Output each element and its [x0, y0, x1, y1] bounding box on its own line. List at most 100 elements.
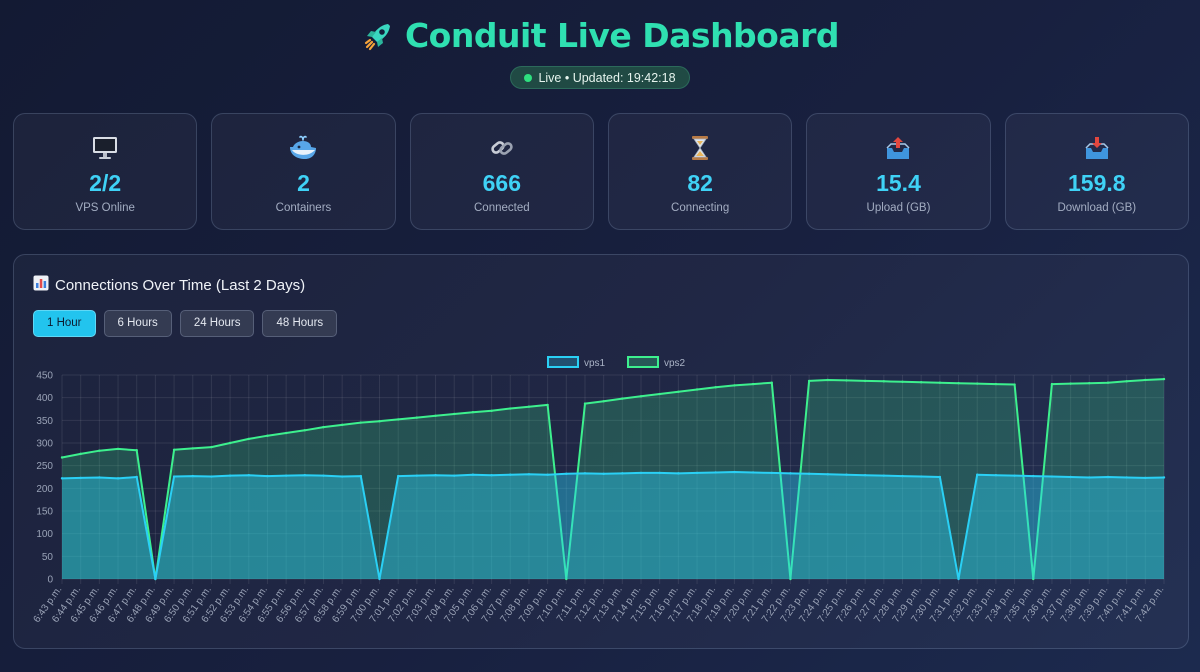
- vps2-point: [210, 445, 213, 449]
- bar-chart-icon: [33, 275, 49, 295]
- stat-card-upload: 15.4 Upload (GB): [806, 113, 991, 230]
- vps1-point: [415, 474, 419, 477]
- vps1-point: [154, 577, 157, 581]
- vps1-point: [116, 477, 120, 480]
- monitor-icon: [14, 135, 196, 161]
- vps1-point: [1106, 475, 1110, 479]
- vps2-point: [1125, 380, 1128, 383]
- vps2-point: [714, 386, 717, 389]
- vps1-line: [61, 471, 1165, 580]
- header: Conduit Live Dashboard: [0, 16, 1200, 58]
- stat-card-connecting: 82 Connecting: [607, 113, 793, 230]
- outbox-tray-icon: [807, 135, 989, 161]
- vps1-point: [247, 473, 250, 477]
- vps2-point: [826, 378, 829, 382]
- vps1-point: [60, 477, 64, 480]
- time-range-buttons: 1 Hour 6 Hours 24 Hours 48 Hours: [33, 310, 338, 337]
- vps2-point: [1144, 378, 1147, 382]
- status-text: Live • Updated: 19:42:18: [538, 70, 676, 85]
- vps2-point: [994, 382, 998, 386]
- vps2-point: [1032, 577, 1035, 581]
- vps2-point: [658, 392, 661, 396]
- vps1-point: [527, 473, 531, 476]
- y-tick-label: 50: [42, 552, 54, 563]
- vps1-point: [658, 471, 661, 475]
- vps1-point: [901, 474, 904, 478]
- vps2-point: [602, 400, 605, 403]
- vps2-point: [621, 397, 624, 400]
- y-tick-label: 100: [36, 529, 53, 540]
- connections-panel: Connections Over Time (Last 2 Days) 1 Ho…: [13, 254, 1189, 649]
- stat-value: 82: [687, 170, 713, 196]
- rocket-icon: [361, 19, 395, 53]
- y-tick-label: 200: [36, 484, 53, 495]
- vps1-point: [994, 473, 998, 477]
- vps2-line: [61, 378, 1165, 580]
- title-text: Conduit Live Dashboard: [404, 16, 840, 55]
- vps2-point: [1088, 381, 1091, 385]
- y-tick-label: 250: [36, 461, 53, 472]
- vps2-point: [172, 448, 176, 451]
- legend-swatch-vps2: [627, 356, 659, 368]
- vps1-point: [303, 473, 307, 477]
- range-button-1-hour[interactable]: 1 Hour: [33, 310, 96, 337]
- range-button-24-hours[interactable]: 24 Hours: [179, 310, 255, 337]
- vps2-point: [60, 456, 64, 459]
- vps2-point: [695, 388, 699, 391]
- vps2-point: [135, 449, 138, 452]
- vps2-point: [415, 416, 419, 419]
- vps1-point: [340, 475, 344, 478]
- vps2-point: [583, 402, 587, 405]
- live-dot-icon: [524, 73, 533, 82]
- vps1-point: [845, 473, 848, 476]
- link-icon: [411, 135, 593, 161]
- stat-label: Containers: [275, 202, 332, 214]
- vps2-point: [1162, 377, 1166, 381]
- vps1-point: [210, 475, 213, 478]
- vps2-point: [976, 382, 979, 385]
- hourglass-icon: [609, 135, 791, 161]
- stat-value: 2: [297, 170, 310, 196]
- vps2-point: [938, 381, 942, 384]
- vps2-point: [770, 381, 773, 384]
- stat-value: 15.4: [876, 170, 921, 196]
- range-button-48-hours[interactable]: 48 Hours: [262, 310, 338, 337]
- y-tick-label: 400: [36, 393, 53, 404]
- vps1-area: [62, 472, 1164, 579]
- stat-value: 159.8: [1068, 170, 1126, 196]
- y-tick-label: 300: [36, 439, 53, 450]
- vps1-point: [228, 474, 232, 477]
- vps1-point: [1032, 474, 1035, 478]
- vps1-point: [882, 474, 886, 477]
- vps1-point: [98, 476, 101, 479]
- vps2-point: [471, 410, 475, 414]
- vps2-point: [751, 382, 755, 386]
- vps1-point: [191, 474, 194, 478]
- page-title: Conduit Live Dashboard: [361, 16, 840, 55]
- vps2-point: [490, 409, 493, 413]
- stat-label: VPS Online: [75, 202, 135, 214]
- vps2-point: [1050, 382, 1054, 386]
- stat-label: Connected: [474, 202, 530, 214]
- vps2-point: [284, 431, 288, 435]
- stat-card-vps-online: 2/2 VPS Online: [13, 113, 198, 230]
- vps2-point: [266, 434, 269, 437]
- vps2-point: [453, 412, 456, 416]
- vps1-point: [863, 473, 867, 477]
- vps1-point: [602, 472, 605, 476]
- vps2-point: [397, 418, 400, 421]
- vps2-point: [882, 380, 886, 383]
- vps1-point: [976, 473, 979, 476]
- vps1-point: [807, 472, 811, 476]
- panel-title-text: Connections Over Time (Last 2 Days): [55, 276, 306, 294]
- legend-label-vps2: vps2: [664, 358, 686, 369]
- vps1-point: [770, 471, 773, 475]
- vps1-point: [471, 473, 475, 476]
- vps2-point: [789, 577, 792, 581]
- vps2-point: [116, 447, 120, 451]
- vps1-point: [919, 475, 923, 478]
- vps1-point: [826, 473, 829, 476]
- vps1-point: [583, 472, 587, 475]
- stat-value: 666: [482, 170, 521, 196]
- range-button-6-hours[interactable]: 6 Hours: [103, 310, 172, 337]
